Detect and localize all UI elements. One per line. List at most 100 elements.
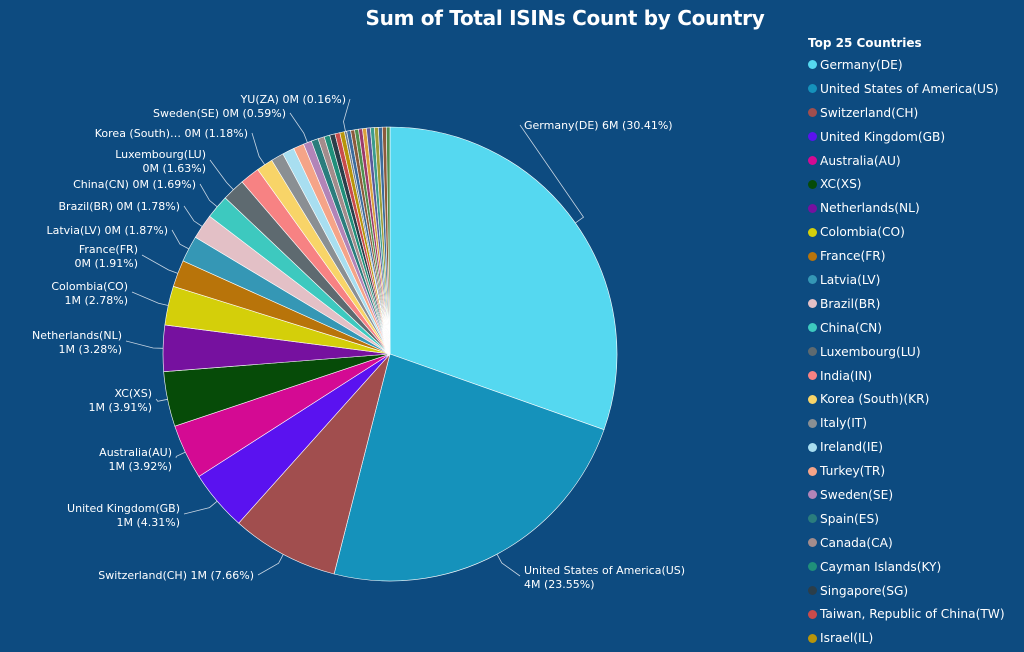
legend-label: China(CN) bbox=[820, 320, 882, 335]
legend-dot-icon bbox=[808, 179, 817, 189]
legend-label: Switzerland(CH) bbox=[820, 105, 919, 120]
legend-item-france-fr[interactable]: France(FR) bbox=[808, 244, 1022, 268]
legend-item-ireland-ie[interactable]: Ireland(IE) bbox=[808, 435, 1022, 459]
legend-item-brazil-br[interactable]: Brazil(BR) bbox=[808, 292, 1022, 316]
legend-item-germany-de[interactable]: Germany(DE) bbox=[808, 53, 1022, 77]
leader-line-yu-za bbox=[343, 98, 351, 132]
legend-dot-icon bbox=[808, 299, 817, 309]
legend-item-netherlands-nl[interactable]: Netherlands(NL) bbox=[808, 196, 1022, 220]
slice-label-yu-za: YU(ZA) 0M (0.16%) bbox=[240, 93, 346, 106]
slice-label-sweden-se: Sweden(SE) 0M (0.59%) bbox=[153, 107, 286, 120]
slice-label-netherlands-nl: Netherlands(NL) 1M (3.28%) bbox=[32, 329, 122, 356]
slice-label-germany-de: Germany(DE) 6M (30.41%) bbox=[524, 119, 673, 132]
legend-dot-icon bbox=[808, 347, 817, 357]
legend-dot-icon bbox=[808, 442, 817, 452]
leader-line-brazil-br bbox=[183, 205, 203, 227]
slice-label-united-kingdom-gb: United Kingdom(GB) 1M (4.31%) bbox=[67, 502, 180, 529]
slice-label-switzerland-ch: Switzerland(CH) 1M (7.66%) bbox=[98, 569, 254, 582]
legend-label: Brazil(BR) bbox=[820, 296, 881, 311]
leader-line-latvia-lv bbox=[171, 229, 189, 250]
legend-label: Spain(ES) bbox=[820, 511, 879, 526]
leader-line-korea-south-kr bbox=[251, 132, 266, 165]
legend-dot-icon bbox=[808, 251, 817, 261]
legend-title: Top 25 Countries bbox=[808, 36, 922, 50]
legend-item-australia-au[interactable]: Australia(AU) bbox=[808, 149, 1022, 173]
legend-dot-icon bbox=[808, 108, 817, 118]
pie-slice-other-36[interactable] bbox=[385, 126, 391, 355]
legend-label: Ireland(IE) bbox=[820, 440, 883, 455]
legend-label: United Kingdom(GB) bbox=[820, 129, 946, 144]
legend-item-sweden-se[interactable]: Sweden(SE) bbox=[808, 483, 1022, 507]
legend-item-colombia-co[interactable]: Colombia(CO) bbox=[808, 220, 1022, 244]
leader-line-switzerland-ch bbox=[257, 554, 284, 576]
legend-label: Luxembourg(LU) bbox=[820, 344, 921, 359]
legend-dot-icon bbox=[808, 227, 817, 237]
leader-line-xc-xs bbox=[155, 398, 168, 402]
pie-labels: Germany(DE) 6M (30.41%) United States of … bbox=[32, 93, 685, 591]
legend-item-latvia-lv[interactable]: Latvia(LV) bbox=[808, 268, 1022, 292]
legend-dot-icon bbox=[808, 323, 817, 333]
leader-line-france-fr bbox=[141, 254, 178, 274]
legend-dot-icon bbox=[808, 132, 817, 142]
legend: Top 25 Countries Germany(DE) United State… bbox=[808, 36, 1022, 650]
legend-item-luxembourg-lu[interactable]: Luxembourg(LU) bbox=[808, 340, 1022, 364]
legend-items: Germany(DE) United States of America(US) S… bbox=[808, 53, 1022, 650]
legend-item-korea-south-kr[interactable]: Korea (South)(KR) bbox=[808, 387, 1022, 411]
leader-line-sweden-se bbox=[289, 112, 308, 143]
legend-item-xc-xs[interactable]: XC(XS) bbox=[808, 172, 1022, 196]
legend-label: Australia(AU) bbox=[820, 153, 901, 168]
legend-dot-icon bbox=[808, 490, 817, 500]
slice-label-colombia-co: Colombia(CO) 1M (2.78%) bbox=[51, 280, 128, 307]
pie-slice-united-states-of-america-us[interactable] bbox=[333, 353, 605, 582]
legend-dot-icon bbox=[808, 418, 817, 428]
leader-line-germany-de bbox=[519, 124, 585, 224]
legend-item-italy-it[interactable]: Italy(IT) bbox=[808, 411, 1022, 435]
chart-title: Sum of Total ISINs Count by Country bbox=[365, 6, 765, 30]
legend-label: Sweden(SE) bbox=[820, 487, 894, 502]
legend-label: Colombia(CO) bbox=[820, 225, 905, 240]
pie-chart: Germany(DE) 6M (30.41%) United States of … bbox=[32, 93, 685, 591]
legend-dot-icon bbox=[808, 275, 817, 285]
legend-item-switzerland-ch[interactable]: Switzerland(CH) bbox=[808, 101, 1022, 125]
legend-item-china-cn[interactable]: China(CN) bbox=[808, 316, 1022, 340]
slice-label-latvia-lv: Latvia(LV) 0M (1.87%) bbox=[46, 224, 168, 237]
legend-item-turkey-tr[interactable]: Turkey(TR) bbox=[808, 459, 1022, 483]
legend-item-spain-es[interactable]: Spain(ES) bbox=[808, 507, 1022, 531]
legend-item-taiwan-republic-of-china-tw[interactable]: Taiwan, Republic of China(TW) bbox=[808, 602, 1022, 626]
legend-item-india-in[interactable]: India(IN) bbox=[808, 364, 1022, 388]
legend-dot-icon bbox=[808, 60, 817, 70]
slice-label-australia-au: Australia(AU) 1M (3.92%) bbox=[99, 446, 172, 473]
leader-line-colombia-co bbox=[131, 291, 169, 306]
legend-item-singapore-sg[interactable]: Singapore(SG) bbox=[808, 579, 1022, 603]
slice-label-france-fr: France(FR) 0M (1.91%) bbox=[74, 243, 138, 270]
legend-dot-icon bbox=[808, 156, 817, 165]
legend-label: Netherlands(NL) bbox=[820, 201, 920, 216]
legend-item-united-states-of-america-us[interactable]: United States of America(US) bbox=[808, 77, 1022, 101]
legend-label: Korea (South)(KR) bbox=[820, 392, 930, 407]
legend-label: United States of America(US) bbox=[820, 81, 999, 96]
leader-line-united-states-of-america-us bbox=[496, 554, 521, 577]
legend-dot-icon bbox=[808, 203, 817, 213]
legend-label: Singapore(SG) bbox=[820, 583, 909, 598]
legend-item-cayman-islands-ky[interactable]: Cayman Islands(KY) bbox=[808, 555, 1022, 579]
legend-item-israel-il[interactable]: Israel(IL) bbox=[808, 626, 1022, 650]
legend-dot-icon bbox=[808, 371, 817, 381]
legend-item-united-kingdom-gb[interactable]: United Kingdom(GB) bbox=[808, 125, 1022, 149]
slice-label-china-cn: China(CN) 0M (1.69%) bbox=[73, 178, 196, 191]
legend-label: Cayman Islands(KY) bbox=[820, 559, 942, 574]
legend-label: France(FR) bbox=[820, 249, 886, 264]
legend-item-canada-ca[interactable]: Canada(CA) bbox=[808, 531, 1022, 555]
pie-slices bbox=[162, 126, 618, 582]
leader-line-luxembourg-lu bbox=[209, 159, 234, 190]
legend-label: Germany(DE) bbox=[820, 57, 903, 72]
leader-line-china-cn bbox=[199, 183, 218, 208]
pie-slice-switzerland-ch[interactable] bbox=[238, 353, 391, 575]
legend-label: India(IN) bbox=[820, 368, 873, 383]
legend-label: Italy(IT) bbox=[820, 416, 867, 431]
slice-label-united-states-of-america-us: United States of America(US) 4M (23.55%) bbox=[524, 564, 685, 591]
legend-label: Taiwan, Republic of China(TW) bbox=[820, 607, 1005, 622]
slice-label-korea-south-kr: Korea (South)… 0M (1.18%) bbox=[95, 127, 248, 140]
legend-label: Canada(CA) bbox=[820, 535, 893, 550]
pie-slice-germany-de[interactable] bbox=[389, 126, 618, 431]
leader-line-united-kingdom-gb bbox=[183, 500, 218, 515]
